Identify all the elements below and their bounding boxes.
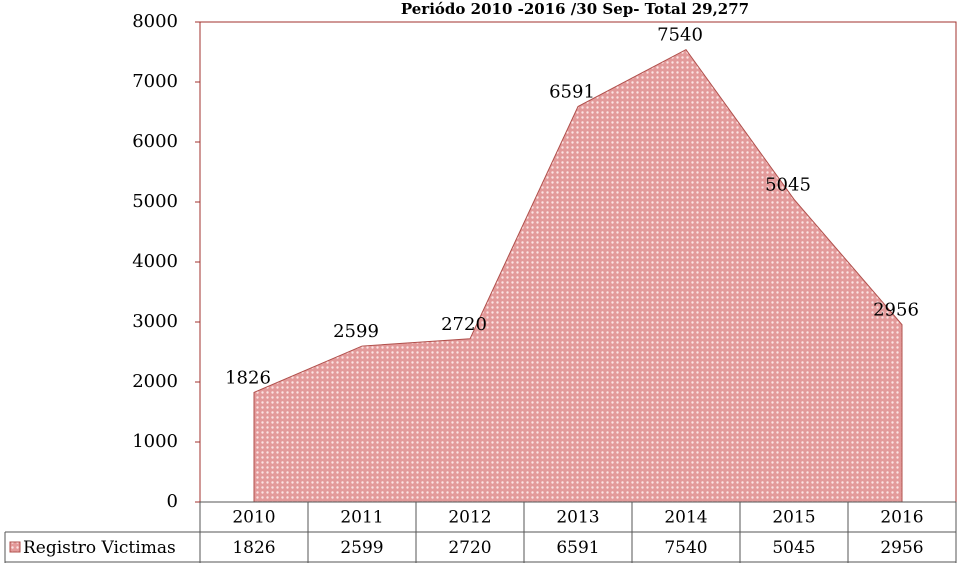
data-label: 1826 xyxy=(225,367,271,388)
data-label: 7540 xyxy=(657,25,703,46)
x-tick-label: 2012 xyxy=(448,508,491,528)
x-tick-label: 2016 xyxy=(880,508,923,528)
y-tick-label: 3000 xyxy=(132,311,178,332)
data-label: 2720 xyxy=(441,314,487,335)
table-value: 1826 xyxy=(232,538,275,558)
y-tick-label: 0 xyxy=(167,491,178,512)
x-tick-label: 2015 xyxy=(772,508,815,528)
y-tick-label: 2000 xyxy=(132,371,178,392)
y-tick-label: 1000 xyxy=(132,431,178,452)
table-value: 2956 xyxy=(880,538,923,558)
data-label: 2956 xyxy=(873,300,919,321)
data-label: 5045 xyxy=(765,174,811,195)
area xyxy=(253,48,903,503)
x-tick-label: 2013 xyxy=(556,508,599,528)
chart-title: Periódo 2010 -2016 /30 Sep- Total 29,277 xyxy=(401,0,749,18)
x-tick-label: 2010 xyxy=(232,508,275,528)
y-tick-label: 6000 xyxy=(132,131,178,152)
y-tick-label: 5000 xyxy=(132,191,178,212)
legend-label: Registro Victimas xyxy=(23,538,176,558)
data-label: 6591 xyxy=(549,82,595,103)
table-value: 2720 xyxy=(448,538,491,558)
table-value: 7540 xyxy=(664,538,707,558)
y-tick-label: 7000 xyxy=(132,71,178,92)
table-value: 6591 xyxy=(556,538,599,558)
x-tick-label: 2011 xyxy=(340,508,383,528)
y-tick-label: 4000 xyxy=(132,251,178,272)
table-value: 2599 xyxy=(340,538,383,558)
data-label: 2599 xyxy=(333,321,379,342)
y-tick-label: 8000 xyxy=(132,11,178,32)
x-tick-label: 2014 xyxy=(664,508,707,528)
legend-swatch xyxy=(9,541,21,553)
table-value: 5045 xyxy=(772,538,815,558)
